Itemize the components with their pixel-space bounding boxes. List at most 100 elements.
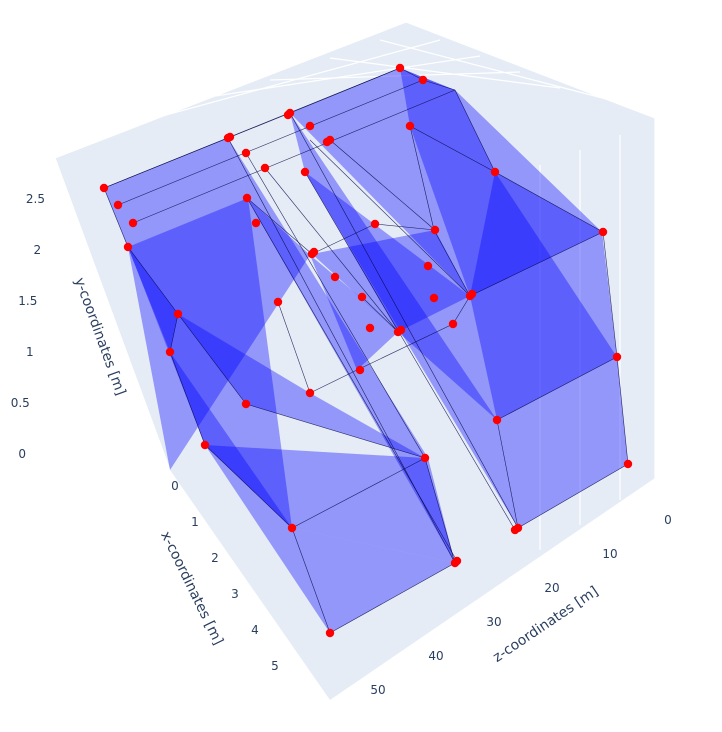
mesh-edge [246,197,458,562]
x-axis-title: x-coordinates [m] [157,529,226,648]
vertex-marker [165,347,175,357]
x-tick-label: 1 [191,515,199,529]
vertex-marker [305,121,315,131]
mesh-edge [291,527,331,634]
vertex-marker [490,167,500,177]
mesh-edge [177,313,247,405]
y-tick-label: 1.5 [18,294,37,308]
mesh-edge [494,171,604,233]
mesh-edge [602,231,618,358]
mesh-edge [399,67,424,81]
mesh-face [290,68,628,528]
vertex-marker [612,352,622,362]
mesh-edge [245,403,426,459]
mesh-edge [361,296,399,333]
vertex-marker [273,297,283,307]
mesh-face [205,445,455,563]
vertex-marker [251,218,261,228]
vertex-marker [123,242,133,252]
z-tick-label: 10 [602,547,617,561]
mesh-face [305,172,497,420]
mesh-edge [356,323,454,371]
y-tick-label: 2.5 [26,192,45,206]
vertex-marker [200,440,210,450]
vertex-marker [420,453,430,463]
y-tick-label: 0 [18,447,26,461]
vertex-marker [429,293,439,303]
mesh-edge [309,139,471,297]
grid-line [107,304,219,606]
mesh-edge [103,67,401,189]
grid-line [405,21,656,119]
z-tick-label: 50 [370,683,385,697]
mesh-edge [409,125,496,173]
mesh-edge [309,369,358,394]
vertex-marker [128,218,138,228]
grid-line [87,254,201,561]
mesh-edge [304,171,516,531]
vertex-marker [405,121,415,131]
vertex-marker [396,325,406,335]
vertex-marker [99,183,109,193]
mesh-face [104,188,178,352]
vertex-marker [510,525,520,535]
grid-line [269,71,521,81]
grid-line [329,57,561,89]
mesh-face [128,198,292,528]
pane-back-wall [55,22,655,700]
mesh-edge [517,463,629,529]
vertex-marker [241,399,251,409]
vertex-marker [322,137,332,147]
mesh-edge [291,457,426,529]
vertex-marker [241,148,251,158]
mesh-edge [329,139,436,231]
mesh-edge [329,562,456,634]
grid-line [54,157,171,471]
y-axis-ticks: 2.5 2 1.5 1 0.5 0 [11,192,45,461]
vertex-marker [113,200,123,210]
mesh-edge [246,197,313,255]
x-tick-label: 3 [231,587,239,601]
mesh-edge [245,152,426,459]
mesh-edge [424,457,456,564]
mesh-face [292,528,455,633]
vertex-marker [355,365,365,375]
mesh-edge [127,246,179,315]
vertex-marker [283,110,293,120]
x-tick-label: 2 [211,551,219,565]
vertex-marker [305,388,315,398]
vertex-marker [225,132,235,142]
vertex-marker [325,628,335,638]
mesh-edge [117,79,424,206]
vertex-marker [242,193,252,203]
mesh-edge [264,167,399,333]
mesh-edge [454,89,496,173]
pane-grid [54,21,656,606]
grid-line [214,55,481,97]
z-axis-title: z-coordinates [m] [490,584,601,666]
mesh-edge [422,79,456,91]
z-tick-label: 30 [486,615,501,629]
vertex-marker [300,167,310,177]
mesh-edge [169,313,179,353]
mesh-edge [409,125,435,231]
x-axis-ticks: 0 1 2 3 4 5 [171,479,279,673]
vertex-marker [430,225,440,235]
z-axis-ticks: 0 10 20 30 40 50 [370,513,671,697]
mesh-edges [103,67,629,634]
mesh-edge [169,351,206,446]
vertex-marker [423,261,433,271]
mesh-face [310,255,398,370]
vertex-marker [330,272,340,282]
mesh-edge [496,356,618,421]
mesh-edge [496,419,519,529]
mesh-face [400,68,495,172]
mesh-edge [374,223,436,231]
vertex-marker [260,163,270,173]
vertex-marker [492,415,502,425]
vertex-marker [395,63,405,73]
vertex-marker [623,459,633,469]
vertex-markers [99,63,633,638]
mesh-edge [277,301,311,394]
